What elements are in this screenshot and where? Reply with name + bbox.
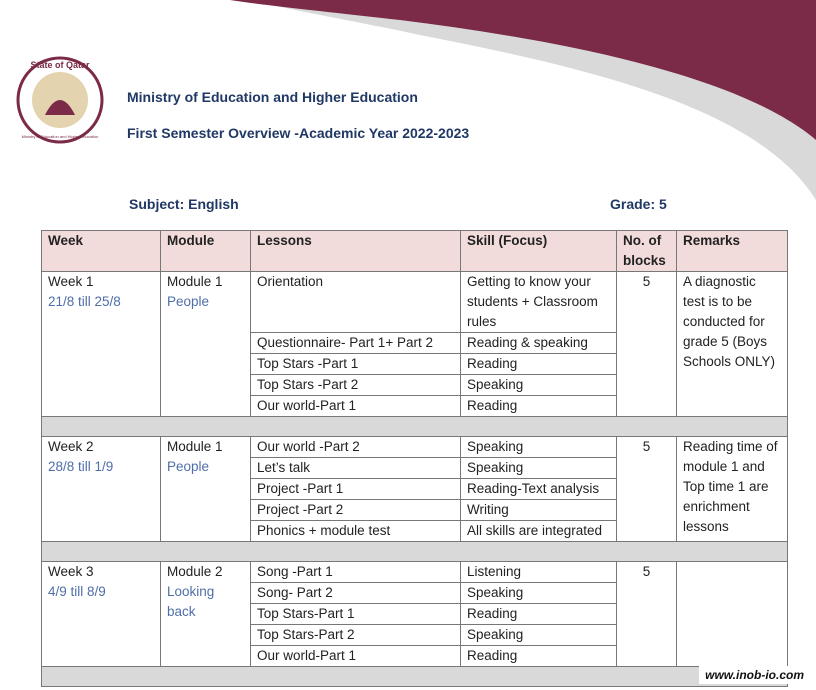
module-cell: Module 1 People — [160, 436, 251, 542]
blocks: 5 — [616, 436, 677, 542]
skill: Speaking — [460, 582, 617, 604]
lesson: Phonics + module test — [250, 520, 461, 542]
week: Week 2 — [48, 439, 94, 454]
logo-top: State of Qatar — [30, 60, 90, 70]
column-header: No. of blocks — [616, 230, 677, 272]
lesson: Our world-Part 1 — [250, 395, 461, 417]
lesson: Project -Part 1 — [250, 478, 461, 500]
week-cell: Week 3 4/9 till 8/9 — [41, 561, 161, 667]
week-cell: Week 2 28/8 till 1/9 — [41, 436, 161, 542]
skill: Reading — [460, 353, 617, 375]
module-name: People — [167, 294, 210, 309]
lesson-row: Let’s talk Speaking — [42, 457, 788, 479]
lesson-row: Week 2 28/8 till 1/9 Module 1 People Our wor… — [41, 436, 788, 542]
lesson-row: Week 1 21/8 till 25/8 Module 1 People Orient… — [41, 271, 788, 417]
week-cell: Week 1 21/8 till 25/8 — [41, 271, 161, 417]
blocks: 5 — [616, 271, 677, 417]
separator-row — [41, 541, 788, 562]
logo-bottom: Ministry of Education and Higher Educati… — [22, 134, 99, 139]
skill: Reading — [460, 645, 617, 667]
module-name: People — [167, 459, 210, 474]
title: Ministry of Education and Higher Educati… — [127, 89, 418, 105]
column-header: Remarks — [676, 230, 788, 272]
lesson: Top Stars-Part 1 — [250, 603, 461, 625]
skill: Speaking — [460, 436, 617, 458]
module: Module 2 — [167, 564, 223, 579]
module: Module 1 — [167, 274, 223, 289]
header-decoration: State of Qatar Ministry of Education and… — [16, 0, 816, 200]
skill: Reading & speaking — [460, 332, 617, 354]
skill: All skills are integrated — [460, 520, 617, 542]
lesson: Song -Part 1 — [250, 561, 461, 583]
skill: Speaking — [460, 457, 617, 479]
lesson: Orientation — [250, 271, 461, 333]
remarks: A diagnostic test is to be conducted for… — [676, 271, 788, 417]
module: Module 1 — [167, 439, 223, 454]
lesson-row: Phonics + module test All skills are inte… — [42, 520, 788, 542]
separator-row — [41, 666, 788, 687]
subtitle: First Semester Overview -Academic Year 2… — [127, 125, 470, 141]
blocks: 5 — [616, 561, 677, 667]
week-dates: 28/8 till 1/9 — [48, 459, 114, 474]
skill: Writing — [460, 499, 617, 521]
skill: Reading — [460, 395, 617, 417]
lesson: Questionnaire- Part 1+ Part 2 — [250, 332, 461, 354]
watermark: www.inob-io.com — [699, 666, 810, 684]
lesson: Let’s talk — [250, 457, 461, 479]
module-cell: Module 1 People — [160, 271, 251, 417]
lesson: Top Stars -Part 1 — [250, 353, 461, 375]
column-header: Module — [160, 230, 251, 272]
remarks — [676, 561, 788, 667]
lesson-row: Week 3 4/9 till 8/9 Module 2 Looking back So… — [41, 561, 788, 667]
week: Week 1 — [48, 274, 94, 289]
week-dates: 4/9 till 8/9 — [48, 584, 106, 599]
remarks-text: A diagnostic test is to be conducted for… — [683, 274, 776, 369]
separator — [41, 666, 788, 687]
column-header: Week — [41, 230, 161, 272]
lesson: Top Stars-Part 2 — [250, 624, 461, 646]
grade: Grade: 5 — [610, 196, 667, 212]
lesson-row: Top Stars-Part 2 Speaking — [42, 624, 788, 646]
subject: Subject: English — [129, 196, 239, 212]
lesson-row: Our world-Part 1 Reading — [42, 395, 788, 417]
skill: Speaking — [460, 374, 617, 396]
separator-row — [41, 416, 788, 437]
remarks-text: Reading time of module 1 and Top time 1 … — [683, 439, 778, 534]
header-row: Week Module Lessons Skill (Focus) No. of blo… — [41, 230, 788, 272]
lesson: Song- Part 2 — [250, 582, 461, 604]
lesson: Our world-Part 1 — [250, 645, 461, 667]
lesson: Our world -Part 2 — [250, 436, 461, 458]
separator — [41, 416, 788, 437]
module-name: Looking back — [167, 584, 215, 619]
skill: Listening — [460, 561, 617, 583]
skill: Getting to know your students + Classroo… — [460, 271, 617, 333]
week: Week 3 — [48, 564, 94, 579]
lesson: Top Stars -Part 2 — [250, 374, 461, 396]
lesson: Project -Part 2 — [250, 499, 461, 521]
skill: Reading-Text analysis — [460, 478, 617, 500]
column-header: Lessons — [250, 230, 461, 272]
lesson-row: Top Stars-Part 1 Reading — [42, 603, 788, 625]
lesson-row: Top Stars -Part 2 Speaking — [42, 374, 788, 396]
week-dates: 21/8 till 25/8 — [48, 294, 121, 309]
column-header: Skill (Focus) — [460, 230, 617, 272]
schedule-table: Week Module Lessons Skill (Focus) No. of blo… — [41, 230, 788, 687]
skill: Speaking — [460, 624, 617, 646]
remarks: Reading time of module 1 and Top time 1 … — [676, 436, 788, 542]
skill: Reading — [460, 603, 617, 625]
module-cell: Module 2 Looking back — [160, 561, 251, 667]
lesson-row: Our world-Part 1 Reading — [42, 645, 788, 667]
separator — [41, 541, 788, 562]
